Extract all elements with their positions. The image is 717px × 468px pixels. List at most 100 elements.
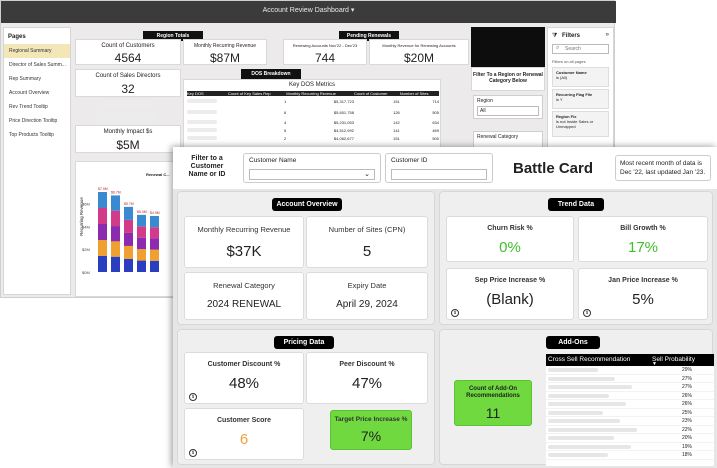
info-icon[interactable]: i	[451, 309, 459, 317]
black-banner	[471, 27, 545, 67]
info-icon[interactable]: i	[583, 309, 591, 317]
filter-card-recurring-flag[interactable]: Recurring Flag File is Y	[552, 89, 609, 109]
page-item-rep-summary[interactable]: Rep Summary	[9, 76, 41, 82]
column-header[interactable]: Key DOS	[187, 91, 204, 96]
bar-segment[interactable]	[137, 260, 146, 272]
pricing-data-section: Pricing Data Customer Discount % 48% i P…	[177, 329, 435, 465]
renewal-category-tile: Renewal Category 2024 RENEWAL	[184, 272, 304, 320]
bar-segment[interactable]	[111, 210, 120, 227]
page-item-price-direction-tooltip[interactable]: Price Direction Tooltip	[9, 118, 58, 124]
info-icon[interactable]: i	[189, 449, 197, 457]
bar-segment[interactable]	[150, 227, 159, 239]
page-item-regional-summary[interactable]: Regional Summary	[4, 44, 70, 58]
region-slicer-value[interactable]: All	[477, 106, 539, 116]
filters-section-label: Filters on all pages	[552, 59, 586, 64]
column-header[interactable]: Monthly Recurring Revenue	[286, 91, 336, 96]
customer-id-input[interactable]	[391, 169, 487, 180]
dos-metrics-table: Key DOS Count of Key Sales Rep Monthly R…	[187, 91, 439, 142]
table-row[interactable]: 22%	[546, 426, 714, 434]
table-row[interactable]: 26%	[546, 392, 714, 400]
churn-risk-label: Churn Risk %	[487, 225, 533, 232]
bar-segment[interactable]	[150, 238, 159, 250]
bar-segment[interactable]	[137, 226, 146, 238]
bar-segment[interactable]	[124, 245, 133, 259]
bar-segment[interactable]	[111, 241, 120, 257]
customer-id-slicer[interactable]: Customer ID	[385, 153, 493, 183]
customer-name-label: Customer Name	[249, 157, 297, 164]
sell-probability: 27%	[682, 375, 693, 382]
table-row[interactable]: 23%	[546, 417, 714, 426]
column-header[interactable]: Count of Customer	[353, 91, 388, 96]
monthly-impact-card: Monthly Impact $s $5M	[75, 125, 181, 153]
sell-probability: 25%	[682, 409, 693, 416]
bar-segment[interactable]	[137, 249, 146, 261]
filter-funnel-icon: ⧩	[552, 33, 558, 39]
mrr-value: $87M	[209, 51, 241, 65]
page-item-top-products-tooltip[interactable]: Top Products Tooltip	[9, 132, 54, 138]
customer-name-dropdown[interactable]: ⌄	[249, 169, 375, 180]
column-header[interactable]: Cross Sell Recommendation	[548, 356, 631, 363]
add-on-count-tile: Count of Add-On Recommendations 11	[454, 380, 532, 426]
renewing-accounts-label: Renewing Accounts Nov'22 - Dec'23	[292, 43, 358, 48]
bar-segment[interactable]	[124, 232, 133, 246]
blurred-text	[97, 113, 157, 121]
sites-value: 5	[362, 243, 372, 260]
column-header[interactable]: Count of Key Sales Rep	[227, 91, 271, 96]
renewal-category-label: Renewal Category	[213, 281, 275, 290]
bar-segment[interactable]	[111, 195, 120, 211]
bar-segment[interactable]	[98, 208, 107, 224]
table-row[interactable]: 20%	[546, 434, 714, 443]
bar-segment[interactable]	[111, 226, 120, 242]
sell-probability: 29%	[682, 367, 693, 373]
bar-segment[interactable]	[150, 260, 159, 272]
page-item-rev-trend-tooltip[interactable]: Rev Trend Tooltip	[9, 104, 48, 110]
column-header[interactable]: Sell Probability	[652, 356, 695, 363]
filter-card-region-fix[interactable]: Region Fix is not Inside Sales or Unmapp…	[552, 111, 609, 137]
table-row[interactable]: 27%	[546, 375, 714, 383]
bill-growth-value: 17%	[627, 239, 659, 256]
customer-name-slicer[interactable]: Customer Name ⌄	[243, 153, 381, 183]
collapse-filters-icon[interactable]: »	[605, 32, 609, 38]
table-row[interactable]: 19%	[546, 443, 714, 451]
pending-renewals-header: Pending Renewals	[339, 31, 399, 41]
jan-price-increase-label: Jan Price Increase %	[608, 277, 678, 284]
bar-segment[interactable]	[150, 249, 159, 261]
filter-value: is (All)	[556, 75, 568, 80]
cross-sell-table: Cross Sell Recommendation Sell Probabili…	[546, 354, 714, 466]
table-row[interactable]: 25%	[546, 409, 714, 417]
info-icon[interactable]: i	[189, 393, 197, 401]
customer-discount-tile: Customer Discount % 48% i	[184, 352, 304, 404]
bar-segment[interactable]	[98, 192, 107, 208]
filter-card-customer-name[interactable]: Customer Name is (All)	[552, 67, 609, 87]
account-overview-header: Account Overview	[272, 198, 342, 211]
table-row[interactable]: 26%	[546, 400, 714, 409]
bar-segment[interactable]	[98, 224, 107, 240]
bar-segment[interactable]	[98, 240, 107, 256]
table-row[interactable]: 29%	[546, 366, 714, 375]
bar-segment[interactable]	[111, 256, 120, 272]
bar-segment[interactable]	[137, 214, 146, 227]
tick-label: $0M	[82, 270, 90, 275]
impact-value: $5M	[116, 138, 140, 152]
bar-segment[interactable]	[150, 216, 159, 228]
bar-segment[interactable]	[98, 256, 107, 272]
sites-tile: Number of Sites (CPN) 5	[306, 216, 428, 268]
blurred-text	[101, 101, 153, 109]
region-slicer[interactable]: Region All	[473, 95, 543, 119]
page-item-director-summary[interactable]: Director of Sales Summ...	[9, 62, 66, 68]
page-item-account-overview[interactable]: Account Overview	[9, 90, 50, 96]
table-row[interactable]: 27%	[546, 383, 714, 392]
table-row[interactable]: 18%	[546, 451, 714, 460]
cross-sell-rows: 29% 27% 27% 26% 26% 25% 23% 22% 20% 19% 18%	[546, 366, 714, 460]
bar-segment[interactable]	[137, 237, 146, 250]
recommendation-name	[548, 427, 637, 432]
tick-label: $4M	[82, 224, 90, 229]
bar-segment[interactable]	[124, 258, 133, 272]
bar-segment[interactable]	[124, 206, 133, 220]
renewing-accounts-card: Renewing Accounts Nov'22 - Dec'23 744	[283, 39, 367, 65]
filters-search-input[interactable]: ⌕ Search	[552, 44, 609, 54]
column-header[interactable]: Number of Sites	[399, 91, 429, 96]
bar-segment[interactable]	[124, 219, 133, 233]
dashboard-title-dropdown[interactable]: Account Review Dashboard ▾	[1, 6, 616, 14]
sell-probability: 18%	[682, 452, 693, 458]
